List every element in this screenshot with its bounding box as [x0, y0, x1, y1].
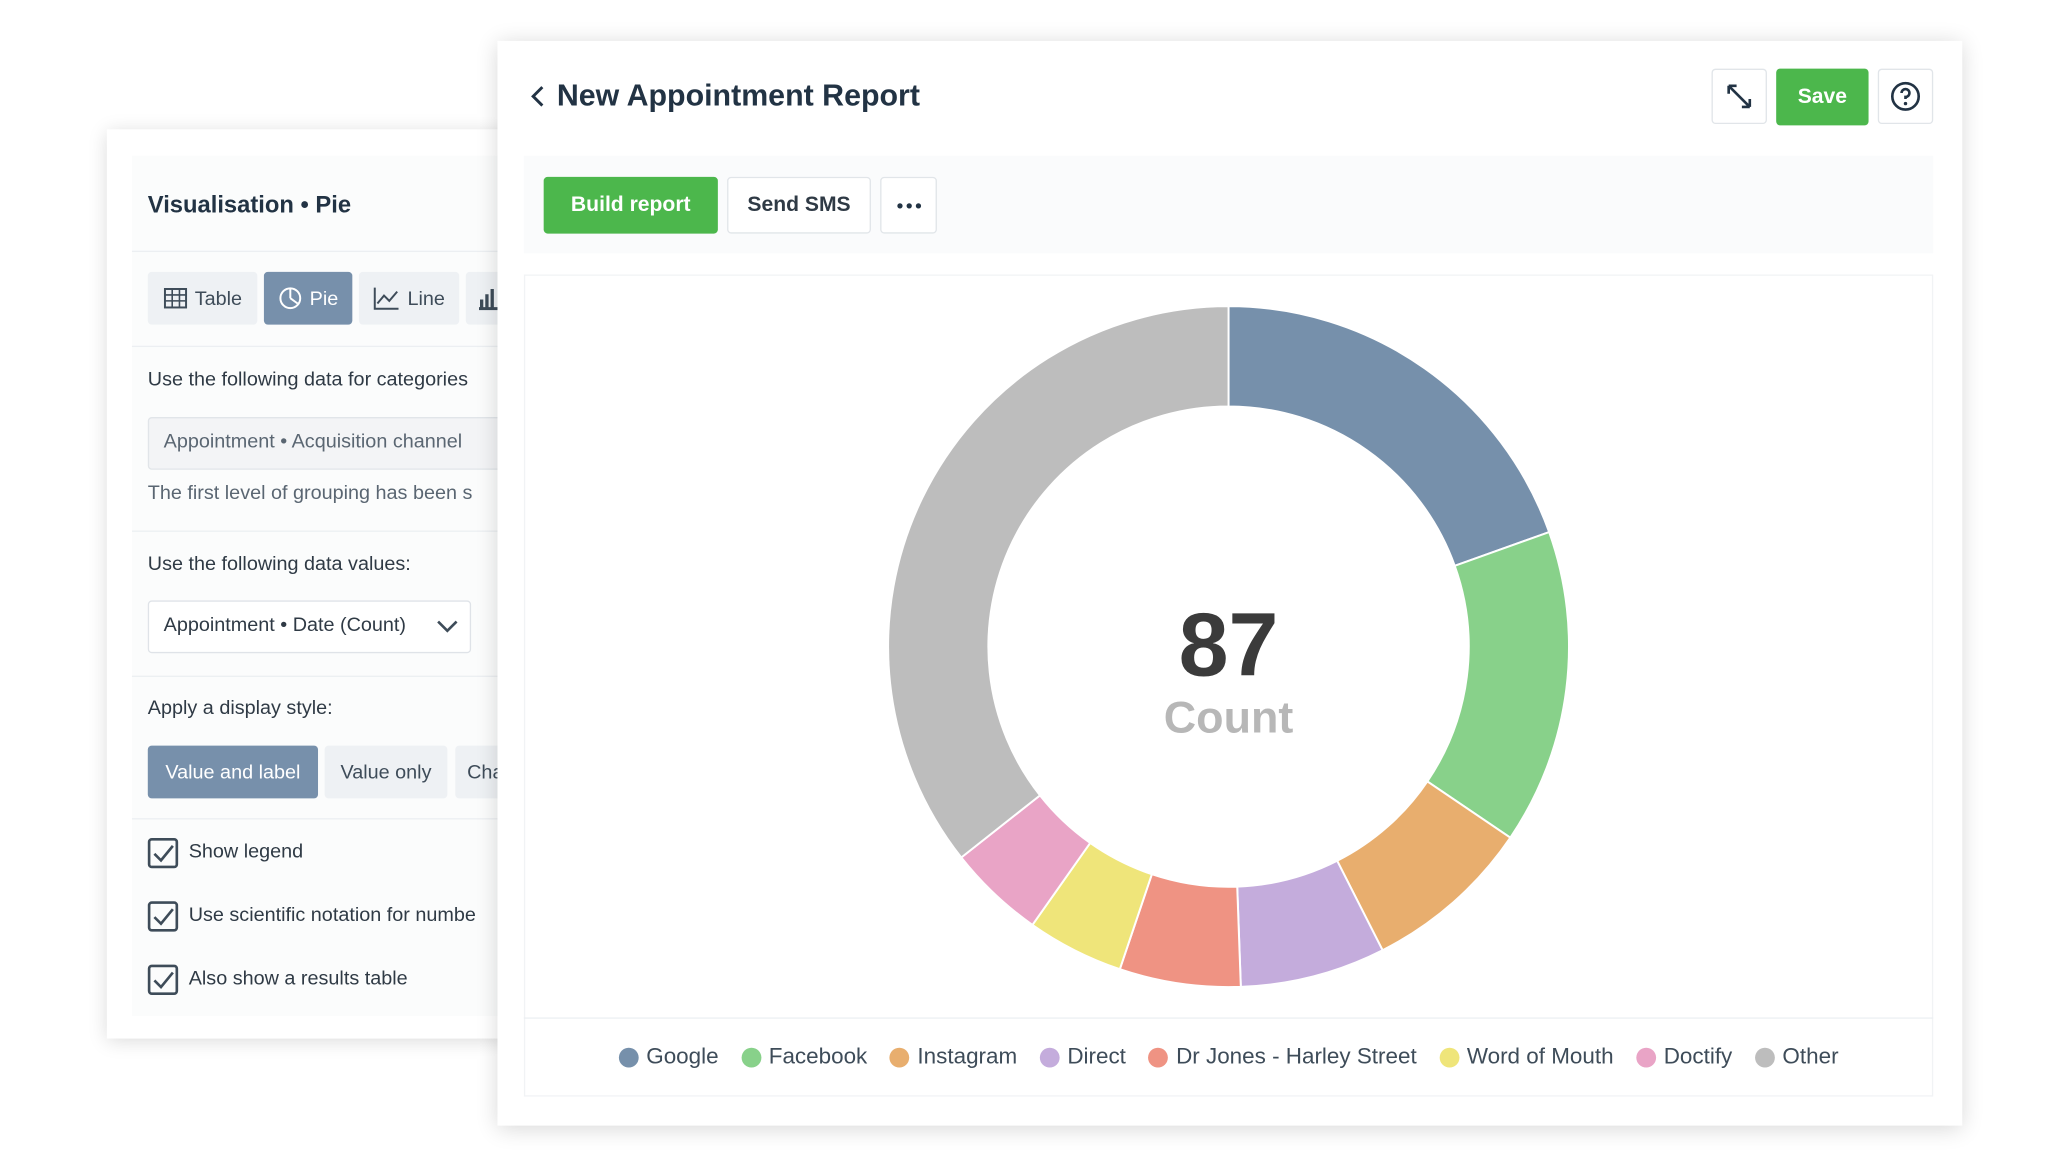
legend-label: Other — [1782, 1043, 1839, 1069]
legend-label: Google — [646, 1043, 719, 1069]
more-icon — [896, 202, 921, 208]
legend-item: Doctify — [1635, 1037, 1733, 1077]
divider — [131, 818, 528, 820]
divider — [131, 250, 528, 253]
checkbox-label: Also show a results table — [188, 967, 408, 990]
help-icon — [1890, 81, 1921, 111]
report-title: New Appointment Report — [556, 77, 920, 113]
divider — [523, 1017, 1934, 1019]
pie-icon — [278, 287, 301, 310]
chevron-down — [437, 620, 458, 633]
field-label: Use the following data values: — [147, 552, 411, 576]
legend-item: Other — [1754, 1037, 1839, 1077]
legend-swatch — [1439, 1047, 1459, 1067]
expand-button[interactable] — [1711, 68, 1767, 125]
legend-item: Word of Mouth — [1439, 1037, 1614, 1077]
donut-segment — [1425, 530, 1570, 840]
legend-swatch — [1148, 1047, 1169, 1067]
tab-table[interactable]: Table — [147, 271, 258, 325]
check-mark — [153, 908, 174, 926]
save-button[interactable]: Save — [1776, 68, 1869, 126]
checkbox-label: Use scientific notation for numbe — [188, 903, 476, 927]
legend-label: Direct — [1067, 1043, 1126, 1069]
legend-swatch — [1039, 1047, 1060, 1067]
tab-line[interactable]: Line — [358, 271, 460, 325]
legend-label: Instagram — [917, 1043, 1018, 1069]
legend-label: Facebook — [768, 1043, 868, 1069]
checkbox-label: Show legend — [188, 840, 304, 864]
bar-icon — [479, 288, 499, 311]
legend-item: Dr Jones - Harley Street — [1148, 1037, 1417, 1077]
legend-item: Facebook — [741, 1037, 867, 1077]
divider — [131, 530, 528, 532]
legend-label: Doctify — [1663, 1043, 1733, 1069]
checkbox[interactable] — [147, 837, 179, 869]
table-icon — [163, 288, 187, 309]
help-text: The first level of grouping has been s — [147, 481, 473, 505]
check-path — [153, 971, 174, 990]
divider — [131, 345, 528, 348]
legend-swatch — [1635, 1047, 1656, 1067]
expand-icon — [1727, 84, 1752, 109]
more-button[interactable] — [880, 176, 937, 234]
values-select[interactable] — [147, 600, 472, 654]
field-value: Appointment • Date (Count) — [163, 613, 407, 637]
divider — [131, 675, 528, 677]
legend-item: Google — [618, 1037, 719, 1077]
checkbox[interactable] — [147, 901, 179, 932]
legend-swatch — [889, 1047, 910, 1067]
field-label: Apply a display style: — [147, 696, 333, 720]
legend-item: Direct — [1039, 1037, 1126, 1077]
check-mark — [153, 971, 174, 990]
style-button[interactable]: Value and label — [147, 745, 319, 799]
help-button[interactable] — [1877, 68, 1934, 125]
center-total: 87 — [1179, 596, 1279, 696]
legend-item: Instagram — [889, 1037, 1018, 1077]
donut-segment — [1227, 305, 1551, 568]
check-mark — [153, 845, 174, 863]
style-button[interactable]: Value only — [324, 745, 448, 799]
back-chevron[interactable] — [528, 83, 546, 109]
field-label: Use the following data for categories — [147, 368, 468, 391]
field-value: Appointment • Acquisition channel — [163, 430, 463, 453]
legend-swatch — [618, 1047, 639, 1067]
panel-title: Visualisation • Pie — [147, 191, 352, 218]
tab-label: Line — [407, 287, 445, 310]
legend-label: Dr Jones - Harley Street — [1176, 1043, 1417, 1069]
checkbox[interactable] — [147, 964, 179, 995]
legend-swatch — [1754, 1047, 1775, 1067]
categories-field[interactable] — [147, 416, 518, 470]
build-report-button[interactable]: Build report — [543, 176, 718, 234]
tab-label: Table — [194, 287, 243, 310]
donut-segment — [887, 305, 1230, 859]
line-icon — [373, 287, 399, 310]
send-sms-button[interactable]: Send SMS — [727, 176, 871, 234]
tab-label: Pie — [309, 287, 339, 310]
center-label: Count — [1164, 691, 1294, 742]
legend: Google Facebook Instagram Direct Dr Jones - … — [524, 1037, 1933, 1077]
legend-swatch — [741, 1047, 761, 1067]
legend-label: Word of Mouth — [1466, 1043, 1614, 1069]
check-path — [153, 845, 174, 863]
check-path — [153, 908, 174, 926]
tab-pie[interactable]: Pie — [263, 271, 353, 325]
